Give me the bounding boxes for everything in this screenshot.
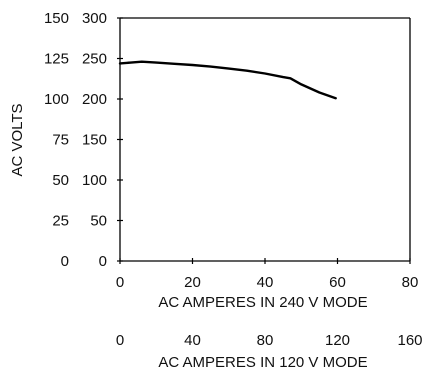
x-tick-label-primary: 80 — [402, 274, 419, 291]
plot-area — [119, 17, 411, 262]
x-tick-labels-secondary: 0 40 80 120 160 — [116, 332, 423, 349]
voltage-series-line — [118, 60, 337, 100]
y-tick-label-inner: 50 — [90, 213, 107, 230]
y-tick-label-outer: 75 — [52, 132, 69, 149]
x-tick-label-secondary: 120 — [325, 332, 350, 349]
x-tick-label-secondary: 40 — [184, 332, 201, 349]
y-tick-labels-inner: 0 50 100 150 200 250 300 — [82, 10, 107, 270]
x-tick-label-primary: 60 — [329, 274, 346, 291]
y-axis-title: AC VOLTS — [9, 103, 26, 176]
x-tick-label-secondary: 80 — [257, 332, 274, 349]
x-tick-labels-primary: 0 20 40 60 80 — [116, 274, 419, 291]
y-tick-label-outer: 0 — [61, 253, 69, 270]
y-tick-label-outer: 25 — [52, 213, 69, 230]
y-tick-labels-outer: 0 25 50 75 100 125 150 — [44, 10, 69, 270]
y-tick-label-outer: 150 — [44, 10, 69, 27]
y-tick-label-inner: 200 — [82, 91, 107, 108]
y-tick-label-outer: 100 — [44, 91, 69, 108]
x-tick-label-primary: 20 — [184, 274, 201, 291]
y-tick-label-inner: 250 — [82, 51, 107, 68]
y-tick-label-inner: 0 — [99, 253, 107, 270]
y-tick-label-inner: 150 — [82, 132, 107, 149]
y-tick-label-inner: 300 — [82, 10, 107, 27]
x-tick-label-primary: 0 — [116, 274, 124, 291]
x-tick-label-primary: 40 — [257, 274, 274, 291]
x-ticks — [119, 258, 411, 264]
y-tick-label-outer: 50 — [52, 172, 69, 189]
x-axis-title-primary: AC AMPERES IN 240 V MODE — [158, 294, 367, 311]
y-tick-label-outer: 125 — [44, 51, 69, 68]
y-tick-label-inner: 100 — [82, 172, 107, 189]
x-tick-label-secondary: 0 — [116, 332, 124, 349]
x-tick-label-secondary: 160 — [397, 332, 422, 349]
x-axis-title-secondary: AC AMPERES IN 120 V MODE — [158, 354, 367, 371]
